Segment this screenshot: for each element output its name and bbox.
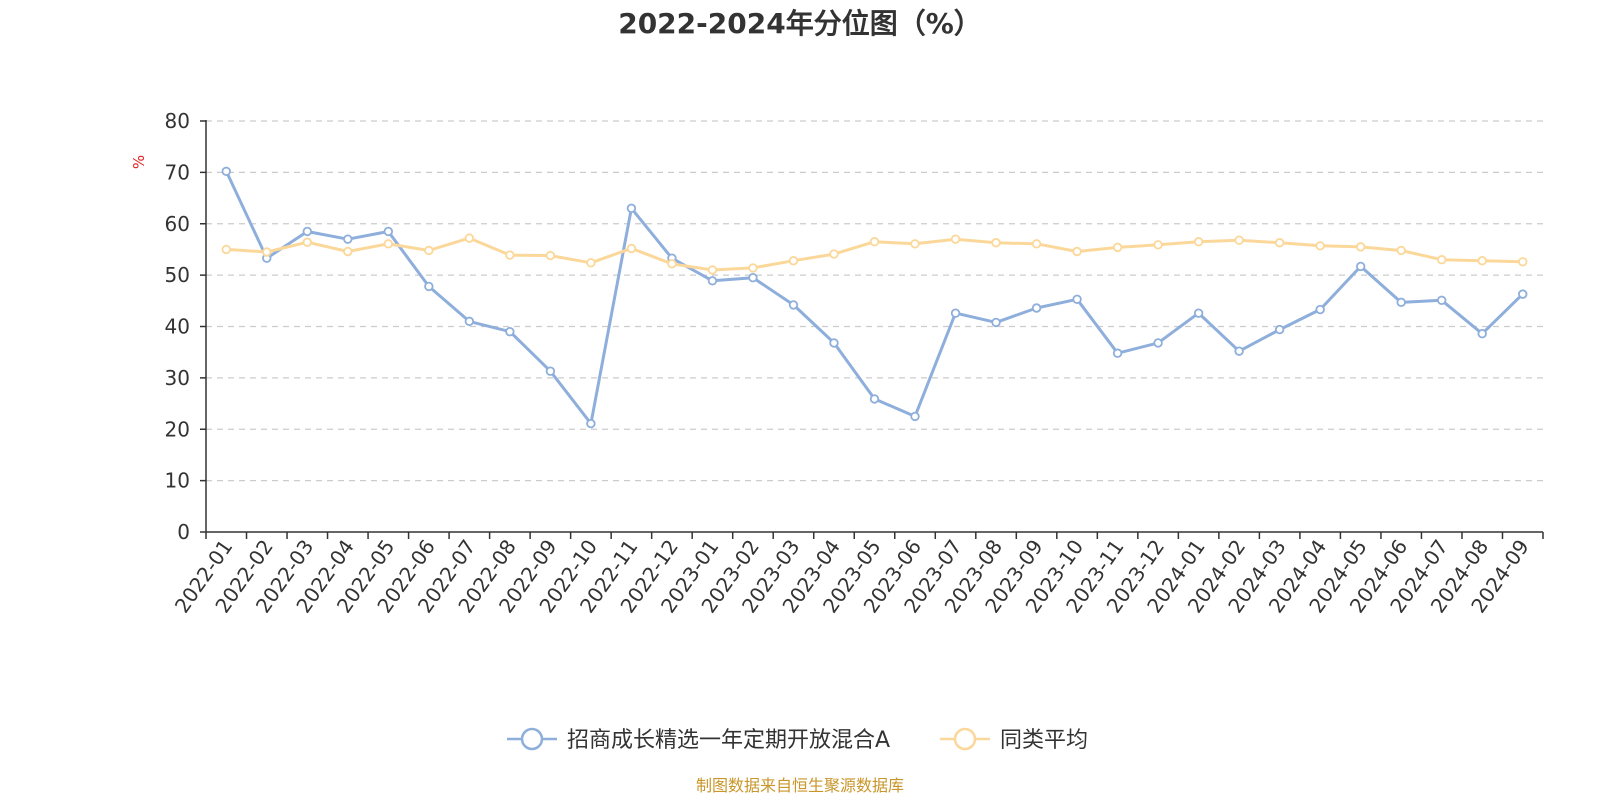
- data-point[interactable]: [788, 300, 799, 310]
- data-point[interactable]: [343, 246, 353, 257]
- data-point[interactable]: [586, 258, 596, 268]
- chart-title: 2022-2024年分位图（%）: [618, 7, 982, 40]
- data-point[interactable]: [1355, 261, 1366, 272]
- data-point[interactable]: [1153, 240, 1163, 250]
- data-point[interactable]: [343, 234, 353, 244]
- data-point[interactable]: [1234, 235, 1244, 245]
- y-tick-label: 80: [165, 109, 190, 133]
- legend-label: 同类平均: [1000, 728, 1088, 753]
- data-point[interactable]: [1031, 303, 1042, 313]
- data-point[interactable]: [707, 276, 718, 286]
- data-point[interactable]: [950, 234, 961, 244]
- data-point[interactable]: [1153, 338, 1163, 348]
- data-point[interactable]: [1072, 246, 1082, 257]
- data-point[interactable]: [910, 411, 920, 422]
- data-point[interactable]: [1112, 242, 1123, 253]
- data-point[interactable]: [464, 316, 475, 327]
- data-point[interactable]: [1437, 295, 1447, 305]
- data-point[interactable]: [869, 237, 880, 247]
- data-point[interactable]: [1072, 294, 1082, 304]
- data-point[interactable]: [1193, 237, 1204, 247]
- y-tick-label: 60: [165, 212, 190, 236]
- data-point[interactable]: [1274, 324, 1285, 335]
- data-point[interactable]: [545, 366, 556, 376]
- data-point[interactable]: [748, 263, 758, 273]
- data-point[interactable]: [221, 166, 231, 177]
- data-point[interactable]: [1396, 245, 1406, 256]
- y-axis-unit: %: [130, 155, 148, 169]
- y-tick-label: 10: [165, 469, 190, 493]
- data-point[interactable]: [788, 256, 799, 266]
- data-point[interactable]: [1396, 297, 1406, 308]
- data-point[interactable]: [910, 239, 920, 249]
- legend[interactable]: 招商成长精选一年定期开放混合A 同类平均: [507, 727, 1088, 753]
- data-point[interactable]: [1355, 242, 1366, 252]
- legend-marker: [953, 727, 977, 751]
- data-point[interactable]: [221, 244, 231, 255]
- y-tick-label: 50: [165, 263, 190, 287]
- y-tick-label: 30: [165, 366, 190, 390]
- data-point[interactable]: [1274, 238, 1285, 248]
- data-source-note: 制图数据来自恒生聚源数据库: [696, 776, 904, 795]
- data-point[interactable]: [383, 239, 394, 249]
- data-point[interactable]: [302, 226, 312, 237]
- data-point[interactable]: [1193, 308, 1204, 318]
- data-point[interactable]: [1112, 348, 1123, 358]
- data-point[interactable]: [991, 238, 1001, 248]
- series-line-0: [224, 170, 1524, 426]
- y-tick-label: 20: [165, 417, 190, 441]
- data-point[interactable]: [505, 326, 515, 337]
- legend-item-1[interactable]: 同类平均: [940, 727, 1088, 753]
- data-point[interactable]: [829, 338, 839, 348]
- series-lines: [221, 166, 1528, 429]
- data-point[interactable]: [586, 418, 596, 429]
- data-point[interactable]: [626, 243, 637, 254]
- data-point[interactable]: [991, 317, 1001, 328]
- data-point[interactable]: [626, 203, 637, 214]
- data-point[interactable]: [424, 281, 434, 292]
- legend-marker: [520, 727, 544, 751]
- data-point[interactable]: [545, 250, 556, 261]
- y-tick-label: 40: [165, 315, 190, 339]
- legend-label: 招商成长精选一年定期开放混合A: [567, 728, 890, 753]
- data-point[interactable]: [667, 259, 677, 269]
- data-point[interactable]: [950, 308, 961, 318]
- data-point[interactable]: [1477, 256, 1487, 266]
- data-point[interactable]: [1518, 289, 1528, 299]
- data-point[interactable]: [1031, 239, 1042, 249]
- data-point[interactable]: [1518, 257, 1528, 267]
- data-point[interactable]: [748, 272, 758, 283]
- data-point[interactable]: [464, 233, 475, 243]
- y-tick-label: 0: [177, 520, 190, 544]
- data-point[interactable]: [829, 249, 839, 259]
- data-point[interactable]: [1315, 304, 1325, 315]
- data-point[interactable]: [262, 247, 272, 257]
- data-point[interactable]: [1315, 241, 1325, 251]
- data-point[interactable]: [424, 245, 434, 256]
- data-point[interactable]: [707, 265, 718, 275]
- data-point[interactable]: [1234, 346, 1244, 356]
- data-point[interactable]: [869, 394, 880, 404]
- data-point[interactable]: [383, 226, 394, 237]
- data-point[interactable]: [505, 250, 515, 260]
- grid-lines: [206, 120, 1543, 482]
- data-point[interactable]: [302, 237, 312, 247]
- data-point[interactable]: [1477, 328, 1487, 339]
- axes: 010203040506070802022-012022-022022-0320…: [165, 109, 1544, 617]
- y-tick-label: 70: [165, 160, 190, 184]
- data-point[interactable]: [1437, 255, 1447, 265]
- legend-item-0[interactable]: 招商成长精选一年定期开放混合A: [507, 727, 890, 753]
